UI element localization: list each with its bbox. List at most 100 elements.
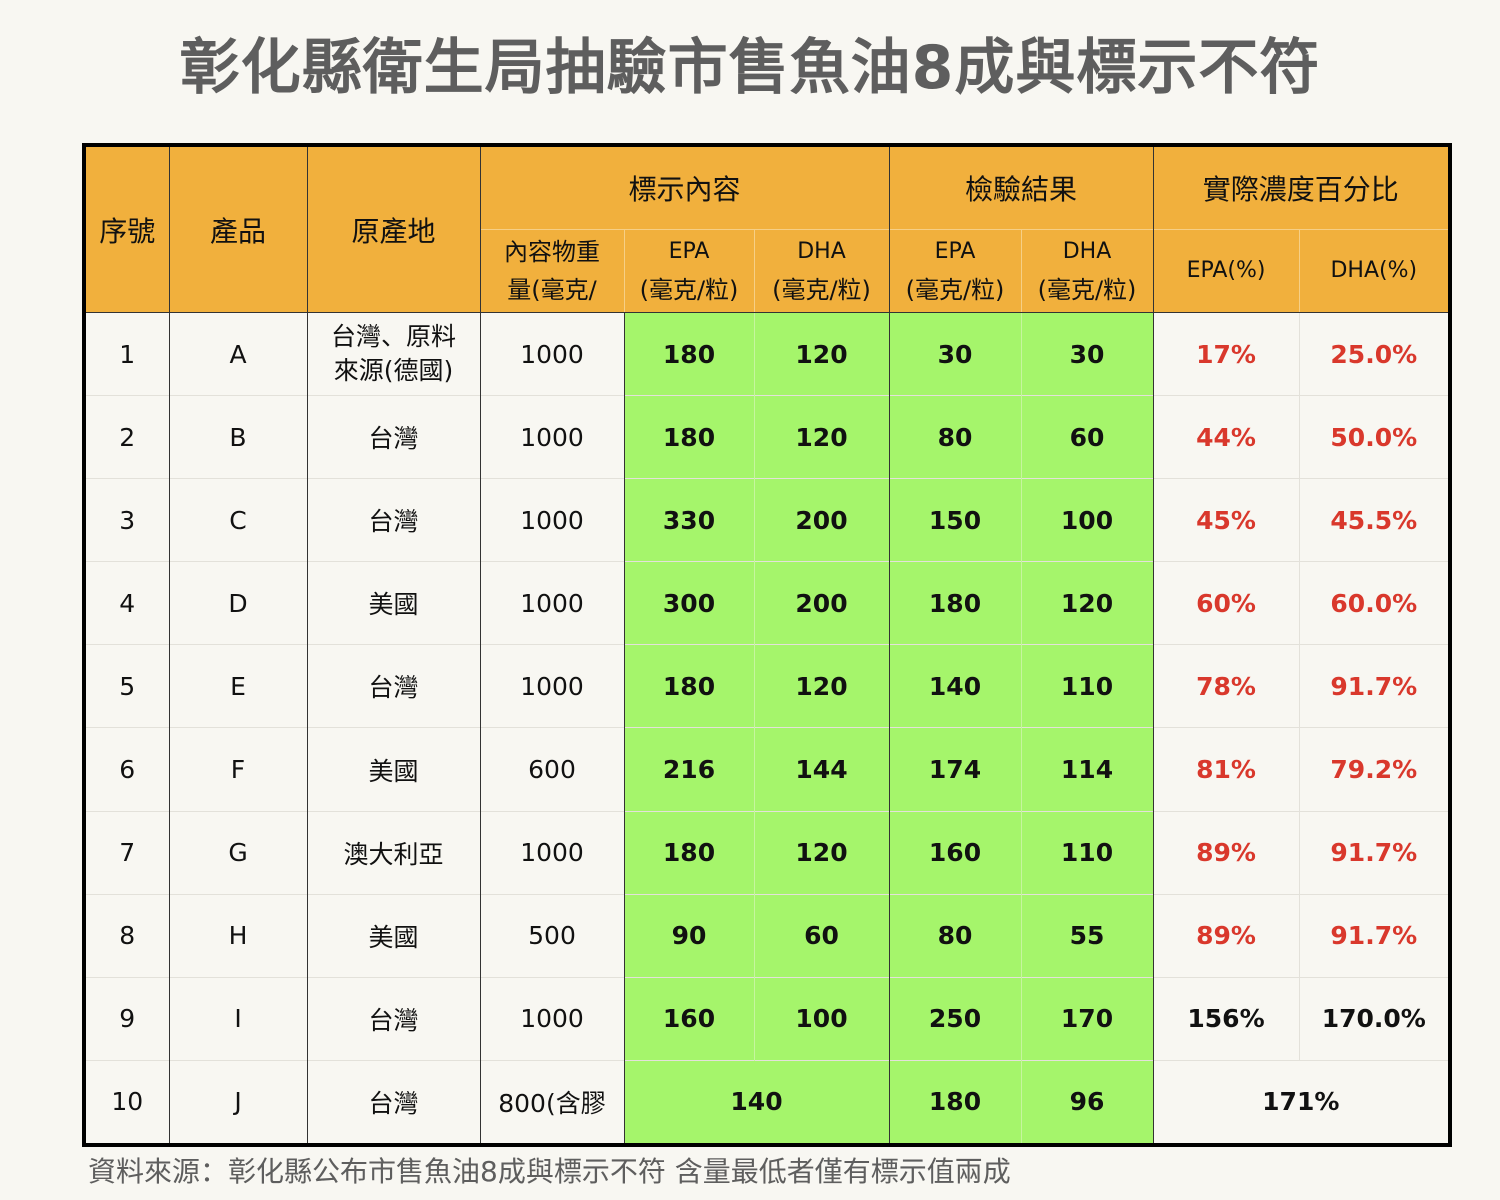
cell-weight: 1000 (480, 561, 625, 645)
cell-test-epa: 250 (889, 976, 1022, 1061)
cell-label-epa: 216 (624, 727, 755, 812)
cell-test-dha: 170 (1021, 976, 1154, 1061)
cell-origin-line2: 來源(德國) (333, 356, 454, 386)
table-row: 10 J 台灣 800(含膠 140 180 96 171% (86, 1059, 1449, 1143)
cell-epa-pct: 60% (1153, 561, 1300, 645)
cell-product: G (169, 810, 308, 895)
header-label-epa-line1: EPA (668, 239, 710, 264)
cell-epa-pct: 89% (1153, 893, 1300, 978)
header-label-epa: EPA (毫克/粒) (624, 229, 755, 313)
cell-weight: 1000 (480, 478, 625, 562)
header-product: 產品 (169, 147, 308, 313)
cell-label-combined: 140 (624, 1059, 890, 1143)
cell-epa-pct: 156% (1153, 976, 1300, 1061)
cell-dha-pct: 79.2% (1299, 727, 1449, 812)
cell-test-epa: 180 (889, 561, 1022, 645)
header-label-dha: DHA (毫克/粒) (754, 229, 890, 313)
cell-origin: 美國 (307, 561, 481, 645)
cell-test-dha: 114 (1021, 727, 1154, 812)
cell-index: 7 (86, 810, 170, 895)
cell-index: 6 (86, 727, 170, 812)
cell-weight: 500 (480, 893, 625, 978)
cell-dha-pct: 91.7% (1299, 893, 1449, 978)
cell-weight: 1000 (480, 395, 625, 479)
cell-origin-line1: 台灣、原料 (330, 322, 456, 352)
cell-combined-pct: 171% (1153, 1059, 1449, 1143)
source-note: 資料來源：彰化縣公布市售魚油8成與標示不符 含量最低者僅有標示值兩成 (88, 1155, 1011, 1188)
cell-test-dha: 120 (1021, 561, 1154, 645)
cell-test-epa: 180 (889, 1059, 1022, 1143)
header-test-epa: EPA (毫克/粒) (889, 229, 1022, 313)
header-index: 序號 (86, 147, 170, 313)
cell-test-dha: 100 (1021, 478, 1154, 562)
cell-label-dha: 144 (754, 727, 890, 812)
cell-index: 1 (86, 311, 170, 396)
cell-test-dha: 110 (1021, 810, 1154, 895)
header-ratio-epa: EPA(%) (1153, 229, 1300, 313)
fish-oil-test-table: 序號 產品 原產地 標示內容 檢驗結果 實際濃度百分比 內容物重 量(毫克/ E… (86, 147, 1449, 1143)
table-row: 6 F 美國 600 216 144 174 114 81% 79.2% (86, 727, 1449, 812)
cell-weight: 600 (480, 727, 625, 812)
cell-index: 4 (86, 561, 170, 645)
cell-label-dha: 120 (754, 311, 890, 396)
cell-label-epa: 180 (624, 395, 755, 479)
cell-epa-pct: 45% (1153, 478, 1300, 562)
cell-origin: 台灣 (307, 478, 481, 562)
cell-test-epa: 30 (889, 311, 1022, 396)
cell-test-epa: 174 (889, 727, 1022, 812)
cell-dha-pct: 91.7% (1299, 644, 1449, 728)
cell-label-epa: 330 (624, 478, 755, 562)
cell-label-dha: 200 (754, 478, 890, 562)
table-row: 8 H 美國 500 90 60 80 55 89% 91.7% (86, 893, 1449, 978)
header-origin: 原產地 (307, 147, 481, 313)
cell-test-dha: 60 (1021, 395, 1154, 479)
cell-product: I (169, 976, 308, 1061)
cell-test-epa: 80 (889, 893, 1022, 978)
cell-index: 2 (86, 395, 170, 479)
cell-label-epa: 90 (624, 893, 755, 978)
cell-test-epa: 160 (889, 810, 1022, 895)
cell-dha-pct: 91.7% (1299, 810, 1449, 895)
cell-index: 8 (86, 893, 170, 978)
cell-product: H (169, 893, 308, 978)
cell-label-epa: 300 (624, 561, 755, 645)
cell-product: F (169, 727, 308, 812)
cell-dha-pct: 170.0% (1299, 976, 1449, 1061)
cell-test-epa: 140 (889, 644, 1022, 728)
cell-origin: 台灣、原料 來源(德國) (307, 311, 481, 396)
cell-epa-pct: 17% (1153, 311, 1300, 396)
header-test-dha: DHA (毫克/粒) (1021, 229, 1154, 313)
header-test-dha-line1: DHA (1062, 239, 1112, 264)
table-body: 1 A 台灣、原料 來源(德國) 1000 180 120 30 30 17% … (86, 311, 1449, 1143)
header-label-dha-line2: (毫克/粒) (772, 276, 871, 304)
cell-product: E (169, 644, 308, 728)
cell-origin: 台灣 (307, 644, 481, 728)
cell-label-dha: 100 (754, 976, 890, 1061)
fish-oil-table-container: 序號 產品 原產地 標示內容 檢驗結果 實際濃度百分比 內容物重 量(毫克/ E… (82, 143, 1452, 1147)
cell-product: A (169, 311, 308, 396)
table-row: 5 E 台灣 1000 180 120 140 110 78% 91.7% (86, 644, 1449, 728)
header-label-epa-line2: (毫克/粒) (639, 276, 739, 304)
cell-weight: 800(含膠 (480, 1059, 625, 1143)
table-row: 3 C 台灣 1000 330 200 150 100 45% 45.5% (86, 478, 1449, 562)
header-weight-line2: 量(毫克/ (507, 276, 597, 304)
cell-origin: 台灣 (307, 395, 481, 479)
cell-product: D (169, 561, 308, 645)
table-row: 2 B 台灣 1000 180 120 80 60 44% 50.0% (86, 395, 1449, 479)
cell-index: 10 (86, 1059, 170, 1143)
cell-product: J (169, 1059, 308, 1143)
table-header: 序號 產品 原產地 標示內容 檢驗結果 實際濃度百分比 內容物重 量(毫克/ E… (86, 147, 1449, 313)
cell-weight: 1000 (480, 311, 625, 396)
header-weight: 內容物重 量(毫克/ (480, 229, 625, 313)
header-test-dha-line2: (毫克/粒) (1037, 276, 1137, 304)
cell-label-epa: 180 (624, 311, 755, 396)
header-test-epa-line1: EPA (934, 239, 976, 264)
cell-label-epa: 180 (624, 810, 755, 895)
cell-dha-pct: 45.5% (1299, 478, 1449, 562)
cell-epa-pct: 44% (1153, 395, 1300, 479)
header-test-group: 檢驗結果 (889, 147, 1154, 230)
cell-dha-pct: 25.0% (1299, 311, 1449, 396)
cell-label-epa: 160 (624, 976, 755, 1061)
cell-label-dha: 60 (754, 893, 890, 978)
cell-test-dha: 30 (1021, 311, 1154, 396)
